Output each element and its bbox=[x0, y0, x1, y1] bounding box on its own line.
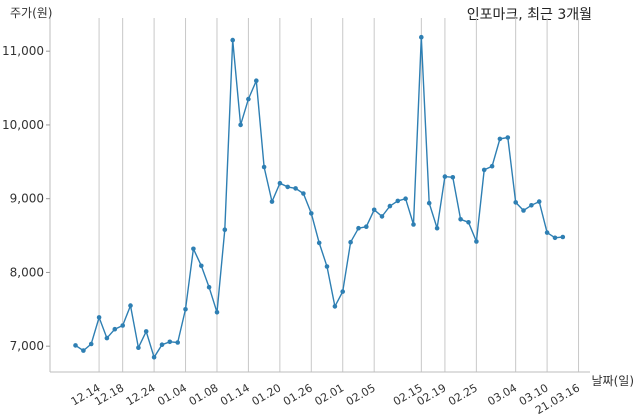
data-point bbox=[403, 196, 408, 201]
data-point bbox=[277, 180, 283, 186]
data-point bbox=[128, 303, 133, 308]
data-point bbox=[151, 355, 157, 360]
x-tick-label: 01.14 bbox=[218, 381, 252, 408]
grid-lines bbox=[98, 18, 580, 372]
data-point bbox=[73, 343, 78, 348]
data-point bbox=[261, 164, 267, 170]
x-tick-label: 01.08 bbox=[187, 381, 221, 408]
y-axis: 7,000 8,000 9,000 10,000 11,000 bbox=[2, 18, 51, 372]
y-tick-label: 9,000 bbox=[10, 192, 44, 206]
data-point bbox=[199, 263, 204, 269]
data-point bbox=[112, 326, 118, 332]
data-point bbox=[560, 234, 566, 240]
data-point bbox=[269, 199, 275, 204]
data-point bbox=[505, 135, 511, 140]
data-point bbox=[222, 227, 228, 232]
data-point bbox=[191, 246, 196, 252]
data-point bbox=[387, 203, 393, 209]
chart-title: 인포마크, 최근 3개월 bbox=[466, 7, 592, 23]
data-point bbox=[529, 203, 534, 208]
x-tick-label: 02.25 bbox=[446, 381, 480, 408]
data-point bbox=[371, 207, 377, 213]
data-point bbox=[419, 34, 424, 40]
data-point bbox=[395, 198, 401, 204]
data-point bbox=[364, 224, 369, 229]
y-axis-label: 주가(원) bbox=[10, 6, 53, 20]
x-tick-label: 01.26 bbox=[281, 381, 315, 408]
data-point bbox=[309, 211, 314, 216]
y-tick-label: 8,000 bbox=[10, 265, 44, 279]
data-point bbox=[183, 307, 188, 312]
data-point bbox=[442, 174, 448, 179]
data-point bbox=[426, 200, 432, 206]
data-point bbox=[434, 225, 440, 231]
data-point bbox=[238, 122, 243, 128]
data-point bbox=[214, 310, 220, 315]
data-point bbox=[332, 304, 338, 309]
data-point bbox=[521, 208, 526, 213]
data-point bbox=[293, 186, 298, 191]
data-point bbox=[340, 289, 346, 294]
data-point bbox=[285, 184, 291, 190]
data-point bbox=[474, 239, 479, 244]
data-point bbox=[159, 342, 165, 348]
x-axis: 12.1412.1812.2401.0401.0801.1401.2001.26… bbox=[50, 371, 590, 414]
data-point bbox=[552, 235, 558, 241]
price-line bbox=[75, 37, 563, 359]
data-point bbox=[544, 230, 550, 235]
x-tick-label: 03.04 bbox=[485, 381, 519, 408]
data-point bbox=[88, 341, 94, 347]
data-point bbox=[536, 199, 542, 204]
data-points bbox=[73, 34, 566, 360]
x-tick-label: 01.20 bbox=[250, 381, 284, 408]
data-point bbox=[175, 340, 180, 345]
data-point bbox=[481, 167, 487, 173]
data-point bbox=[301, 191, 306, 196]
y-tick-label: 7,000 bbox=[10, 339, 44, 353]
data-point bbox=[120, 323, 125, 328]
x-axis-label: 날짜(일) bbox=[591, 374, 634, 388]
data-point bbox=[143, 329, 149, 334]
y-tick-label: 10,000 bbox=[2, 118, 44, 132]
data-point bbox=[246, 96, 251, 102]
data-point bbox=[356, 225, 361, 231]
data-point bbox=[466, 220, 471, 225]
data-point bbox=[458, 217, 463, 222]
data-point bbox=[497, 136, 503, 142]
data-point bbox=[411, 222, 416, 227]
data-point bbox=[136, 345, 141, 351]
data-point bbox=[206, 284, 212, 290]
data-point bbox=[316, 240, 322, 246]
data-point bbox=[513, 200, 518, 205]
data-point bbox=[253, 78, 259, 83]
data-point bbox=[324, 264, 330, 269]
x-tick-label: 02.05 bbox=[344, 381, 378, 408]
data-point bbox=[104, 335, 110, 341]
data-point bbox=[379, 214, 385, 219]
data-point bbox=[230, 37, 235, 43]
data-point bbox=[489, 163, 495, 169]
x-tick-label: 12.24 bbox=[124, 381, 158, 408]
data-point bbox=[81, 348, 86, 353]
x-tick-label: 01.04 bbox=[155, 381, 189, 408]
data-point bbox=[348, 239, 353, 245]
data-point bbox=[450, 175, 456, 180]
x-tick-label: 02.01 bbox=[312, 381, 346, 408]
y-tick-label: 11,000 bbox=[2, 44, 44, 58]
data-point bbox=[96, 315, 102, 320]
data-point bbox=[167, 339, 173, 345]
